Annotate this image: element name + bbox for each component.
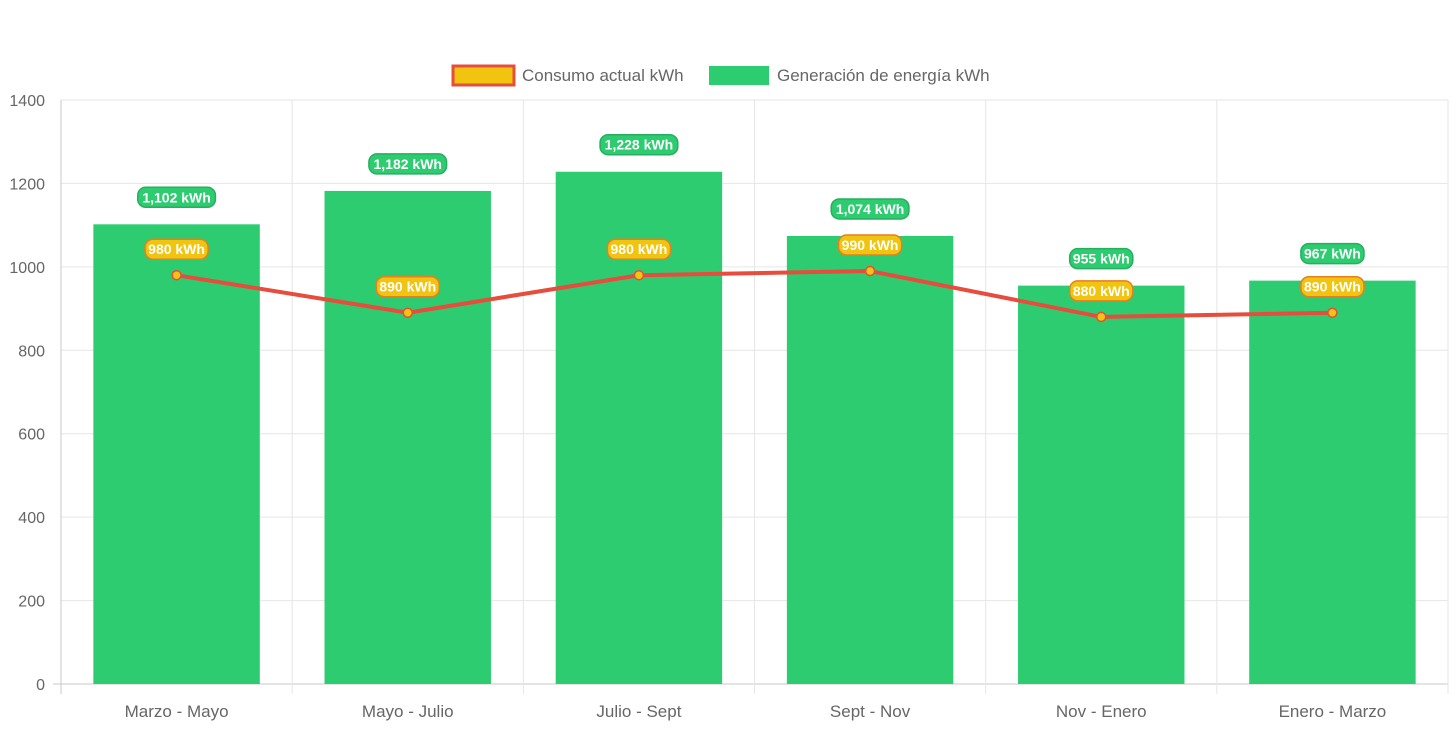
bar-generacion[interactable]	[93, 224, 260, 684]
line-point-consumo[interactable]	[171, 269, 182, 281]
grid-layer	[53, 99, 1449, 694]
bar-value-label: 1,102 kWh	[136, 186, 217, 209]
y-tick-label: 400	[18, 510, 45, 527]
line-point-consumo[interactable]	[633, 269, 645, 281]
bar-value-label-bg	[1068, 247, 1134, 270]
bar-value-label-text: 955 kWh	[1073, 251, 1130, 267]
y-tick-label: 1400	[9, 93, 45, 110]
bar-value-label-bg	[599, 133, 679, 156]
line-point-consumo[interactable]	[1096, 311, 1107, 323]
line-layer	[171, 265, 1338, 323]
bar-value-label-bg	[1300, 242, 1365, 265]
y-tick-label: 0	[36, 677, 45, 694]
line-value-label: 980 kWh	[144, 238, 209, 260]
legend[interactable]: Consumo actual kWh Generación de energía …	[451, 64, 990, 87]
bar-value-label: 1,228 kWh	[599, 133, 679, 156]
y-tick-label: 1000	[9, 260, 45, 277]
line-point-consumo[interactable]	[1327, 307, 1338, 318]
legend-swatch-consumo	[451, 64, 516, 87]
x-tick-label: Julio - Sept	[596, 702, 681, 721]
bar-value-label: 1,074 kWh	[830, 198, 910, 220]
y-tick-label: 1200	[9, 176, 45, 193]
bar-value-label: 1,182 kWh	[368, 153, 448, 175]
bar-value-label: 955 kWh	[1068, 247, 1134, 270]
legend-swatch-generacion	[709, 66, 769, 85]
data-labels-layer: 1,102 kWh 1,182 kWh 1,228 kWh 1,074 kWh 955 …	[136, 133, 1365, 302]
x-tick-label: Mayo - Julio	[362, 702, 454, 721]
bar-value-label-bg	[368, 153, 448, 175]
bar-value-label: 967 kWh	[1300, 242, 1365, 265]
line-value-label-text: 990 kWh	[842, 237, 899, 253]
line-value-label-bg	[375, 275, 441, 298]
bar-value-label-bg	[136, 186, 217, 209]
line-value-label: 890 kWh	[375, 275, 441, 298]
line-point-consumo[interactable]	[402, 307, 413, 318]
line-value-label-text: 890 kWh	[1304, 279, 1361, 295]
line-value-label: 980 kWh	[606, 238, 672, 260]
line-value-label-bg	[606, 238, 672, 260]
legend-item-consumo[interactable]: Consumo actual kWh	[451, 64, 684, 87]
axis-labels-layer: 0 200 400 600 800 1000 1200 1400 Marzo - Mayo May…	[9, 93, 1386, 721]
y-tick-label: 200	[18, 594, 45, 611]
line-value-label-text: 980 kWh	[611, 241, 668, 257]
legend-item-generacion[interactable]: Generación de energía kWh	[709, 66, 990, 85]
line-value-label-bg	[837, 234, 903, 256]
x-tick-label: Enero - Marzo	[1279, 702, 1387, 721]
bar-generacion[interactable]	[324, 190, 491, 685]
legend-label-consumo: Consumo actual kWh	[522, 66, 684, 85]
line-consumo[interactable]	[176, 269, 1333, 319]
bar-value-label-text: 1,182 kWh	[374, 156, 442, 172]
bar-generacion[interactable]	[786, 235, 954, 684]
x-tick-label: Marzo - Mayo	[125, 702, 229, 721]
bar-value-label-text: 1,228 kWh	[605, 137, 673, 153]
bar-value-label-bg	[830, 198, 910, 220]
line-value-label-bg	[1068, 280, 1134, 302]
y-tick-label: 600	[18, 427, 45, 444]
legend-label-generacion: Generación de energía kWh	[777, 66, 990, 85]
bar-value-label-text: 1,102 kWh	[142, 189, 210, 205]
bar-value-label-text: 967 kWh	[1304, 246, 1361, 262]
line-point-consumo[interactable]	[864, 265, 876, 277]
line-value-label: 890 kWh	[1300, 275, 1365, 298]
bar-value-label-text: 1,074 kWh	[836, 201, 904, 217]
x-tick-label: Sept - Nov	[830, 702, 911, 721]
x-tick-label: Nov - Enero	[1056, 702, 1147, 721]
line-value-label-text: 890 kWh	[379, 279, 436, 295]
line-value-label-bg	[144, 238, 209, 260]
line-value-label-bg	[1300, 275, 1365, 298]
line-value-label: 990 kWh	[837, 234, 903, 256]
bar-generacion[interactable]	[1018, 285, 1185, 684]
y-tick-label: 800	[18, 343, 45, 360]
bars-layer	[93, 171, 1416, 685]
line-value-label-text: 980 kWh	[148, 241, 205, 257]
bar-generacion[interactable]	[1249, 280, 1416, 684]
line-value-label-text: 880 kWh	[1073, 283, 1130, 299]
line-value-label: 880 kWh	[1068, 280, 1134, 302]
